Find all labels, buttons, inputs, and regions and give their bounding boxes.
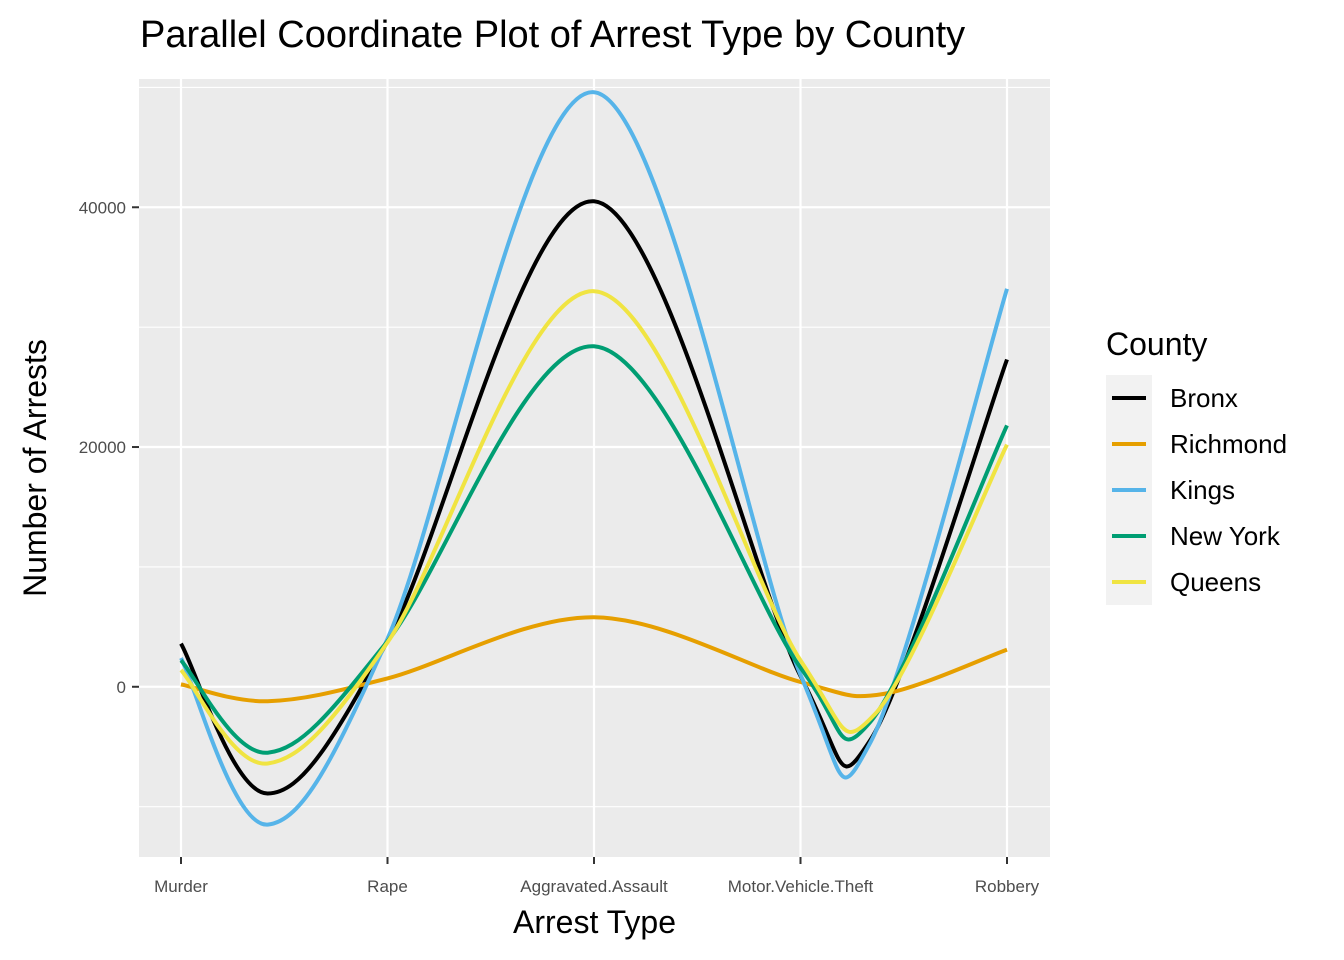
- legend-item-richmond: Richmond: [1106, 421, 1287, 467]
- legend-swatch: [1112, 442, 1146, 446]
- legend-key-new-york: [1106, 513, 1152, 559]
- legend-label: Richmond: [1170, 428, 1288, 459]
- legend-label: Queens: [1170, 566, 1262, 597]
- x-tick-label: Aggravated.Assault: [520, 877, 668, 896]
- series-line-kings: [179, 90, 1009, 827]
- series-layer: [179, 90, 1009, 827]
- legend-swatch: [1112, 488, 1146, 492]
- legend-label: New York: [1170, 520, 1280, 551]
- legend-items: Bronx Richmond Kings New York Queens: [1106, 375, 1287, 605]
- legend-key-bronx: [1106, 375, 1152, 421]
- legend-swatch: [1112, 396, 1146, 400]
- legend-key-richmond: [1106, 421, 1152, 467]
- legend-item-bronx: Bronx: [1106, 375, 1287, 421]
- legend-item-kings: Kings: [1106, 467, 1287, 513]
- legend: County Bronx Richmond Kings New York Queens: [1106, 326, 1287, 605]
- legend-title: County: [1106, 326, 1208, 362]
- y-axis-title: Number of Arrests: [17, 339, 53, 597]
- x-tick-label: Motor.Vehicle.Theft: [728, 877, 874, 896]
- legend-swatch: [1112, 534, 1146, 538]
- x-tick-label: Murder: [154, 877, 208, 896]
- y-tick-label: 20000: [79, 438, 126, 457]
- grid-major: [139, 79, 1050, 857]
- legend-key-queens: [1106, 559, 1152, 605]
- legend-swatch: [1112, 580, 1146, 584]
- legend-item-new-york: New York: [1106, 513, 1287, 559]
- y-tick-label: 0: [117, 678, 126, 697]
- legend-item-queens: Queens: [1106, 559, 1287, 605]
- x-axis-title: Arrest Type: [513, 904, 676, 940]
- legend-label: Bronx: [1170, 382, 1238, 413]
- axis-ticks: [132, 206, 1008, 864]
- x-tick-label: Robbery: [975, 877, 1040, 896]
- x-tick-label: Rape: [367, 877, 408, 896]
- tick-labels: Murder Rape Aggravated.Assault Motor.Vehicl…: [79, 198, 1040, 896]
- series-line-richmond: [180, 615, 1008, 704]
- series-line-queens: [179, 289, 1009, 766]
- legend-key-kings: [1106, 467, 1152, 513]
- y-tick-label: 40000: [79, 198, 126, 217]
- chart-title: Parallel Coordinate Plot of Arrest Type …: [140, 14, 966, 56]
- legend-label: Kings: [1170, 474, 1236, 505]
